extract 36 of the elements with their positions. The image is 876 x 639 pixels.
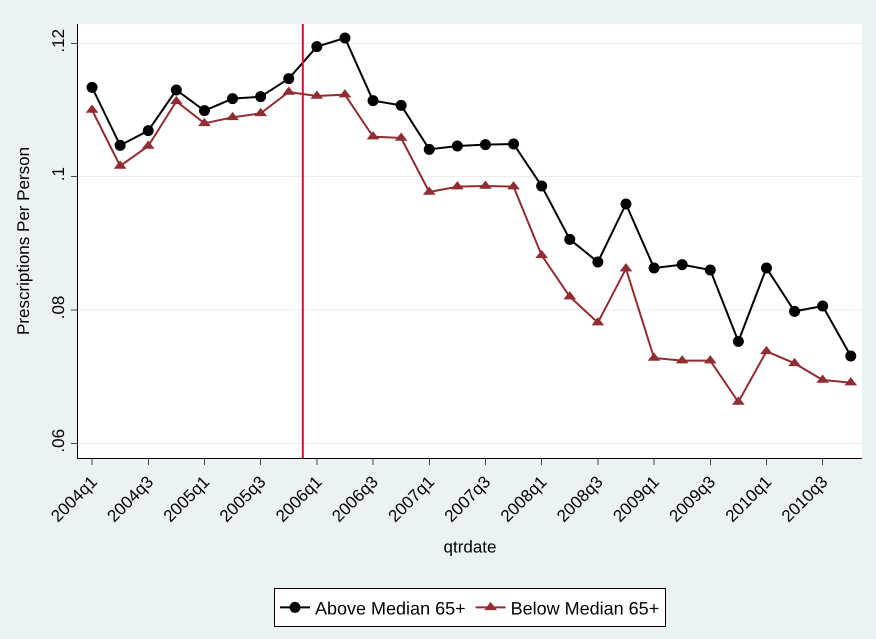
point xyxy=(311,41,322,52)
point xyxy=(255,91,266,102)
point xyxy=(760,262,772,274)
point xyxy=(283,73,294,84)
x-axis-title: qtrdate xyxy=(444,537,496,556)
point xyxy=(142,125,154,136)
point xyxy=(198,105,210,116)
point xyxy=(620,198,632,210)
y-tick-label: .06 xyxy=(49,428,68,453)
y-tick-label: .08 xyxy=(49,296,68,320)
point xyxy=(396,100,407,111)
y-tick-label: .1 xyxy=(49,167,68,182)
legend-label: Above Median 65+ xyxy=(315,598,466,618)
point xyxy=(732,336,744,347)
point xyxy=(424,144,435,155)
point xyxy=(508,138,520,150)
legend-label: Below Median 65+ xyxy=(510,598,660,618)
point xyxy=(704,264,716,276)
point xyxy=(452,140,463,152)
point xyxy=(845,350,856,362)
point xyxy=(339,32,350,44)
point xyxy=(536,180,548,192)
point xyxy=(86,82,98,93)
point xyxy=(170,84,182,96)
point xyxy=(368,95,379,106)
y-tick-label: .12 xyxy=(49,28,68,53)
point xyxy=(480,139,491,150)
point xyxy=(789,306,800,317)
point xyxy=(114,140,126,151)
point xyxy=(564,234,576,245)
point xyxy=(648,262,660,274)
point xyxy=(592,256,604,268)
point xyxy=(227,93,238,104)
point xyxy=(676,259,688,270)
y-axis-title: Prescriptions Per Person xyxy=(14,146,33,336)
point xyxy=(817,300,828,312)
